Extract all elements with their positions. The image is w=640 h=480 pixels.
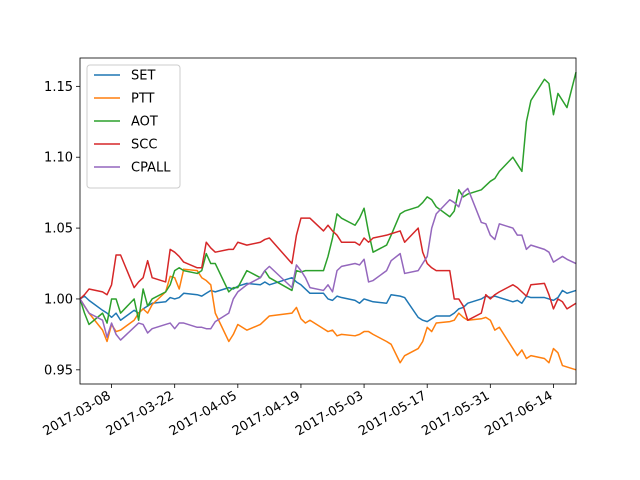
series-line-aot [79,71,577,326]
series-line-set [79,276,577,323]
y-tick-label: 1.15 [44,80,73,95]
y-axis: 0.95 1.00 1.05 1.10 1.15 [44,80,80,378]
y-tick-label: 0.95 [44,363,73,378]
legend-label-ptt: PTT [131,92,155,107]
series-line-cpall [79,187,577,341]
legend-label-aot: AOT [131,115,158,130]
series-layer [79,71,577,371]
y-tick-label: 1.00 [44,292,73,307]
y-tick-label: 1.05 [44,222,73,237]
legend-box [86,64,181,189]
y-tick-label: 1.10 [44,151,73,166]
legend: SET PTT AOT SCC CPALL [86,64,181,189]
legend-label-cpall: CPALL [131,161,171,176]
legend-label-scc: SCC [131,138,157,153]
legend-label-set: SET [131,69,155,84]
series-line-ptt [79,268,577,371]
series-line-scc [79,217,577,321]
plot-frame [79,57,577,385]
